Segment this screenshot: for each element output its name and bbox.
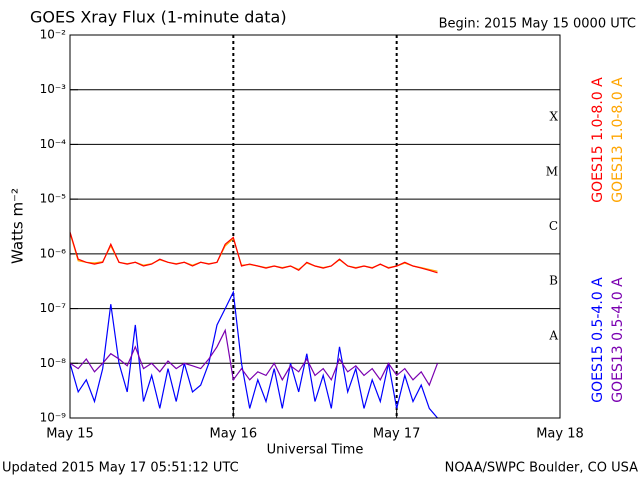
y-tick-label: 10⁻⁸ [40,356,67,370]
y-axis-label: Watts m⁻² [9,188,27,264]
legend-entry: GOES15 1.0-8.0 A [590,77,606,203]
series-line [69,290,438,419]
series-line [69,231,438,274]
footer-left: Updated 2015 May 17 05:51:12 UTC [2,461,239,476]
y-tick-label: 10⁻³ [40,82,67,96]
series-line [69,328,439,387]
flare-class-label: A [548,328,558,342]
x-tick-label: May 18 [536,427,584,442]
legend-entry: GOES15 0.5-4.0 A [590,277,606,403]
plot-border [69,34,561,419]
x-axis-label: Universal Time [267,443,364,458]
y-tick-label: 10⁻⁹ [40,411,67,425]
y-tick-label: 10⁻² [40,28,67,42]
x-tick-label: May 16 [210,427,258,442]
flare-class-label: M [546,164,558,178]
y-tick-label: 10⁻⁶ [40,246,67,260]
chart-subtitle: Begin: 2015 May 15 0000 UTC [439,17,636,32]
x-tick-label: May 17 [373,427,421,442]
flare-class-label: C [549,219,558,233]
flare-class-label: B [549,274,558,288]
y-tick-label: 10⁻⁵ [40,192,67,206]
y-tick-label: 10⁻⁷ [40,301,67,315]
legend-entry: GOES13 1.0-8.0 A [610,77,626,203]
y-tick-label: 10⁻⁴ [40,137,67,151]
footer-right: NOAA/SWPC Boulder, CO USA [445,461,638,476]
flare-class-label: X [549,110,558,124]
x-tick-label: May 15 [46,427,94,442]
chart-title: GOES Xray Flux (1-minute data) [30,8,287,27]
legend-entry: GOES13 0.5-4.0 A [610,277,626,403]
